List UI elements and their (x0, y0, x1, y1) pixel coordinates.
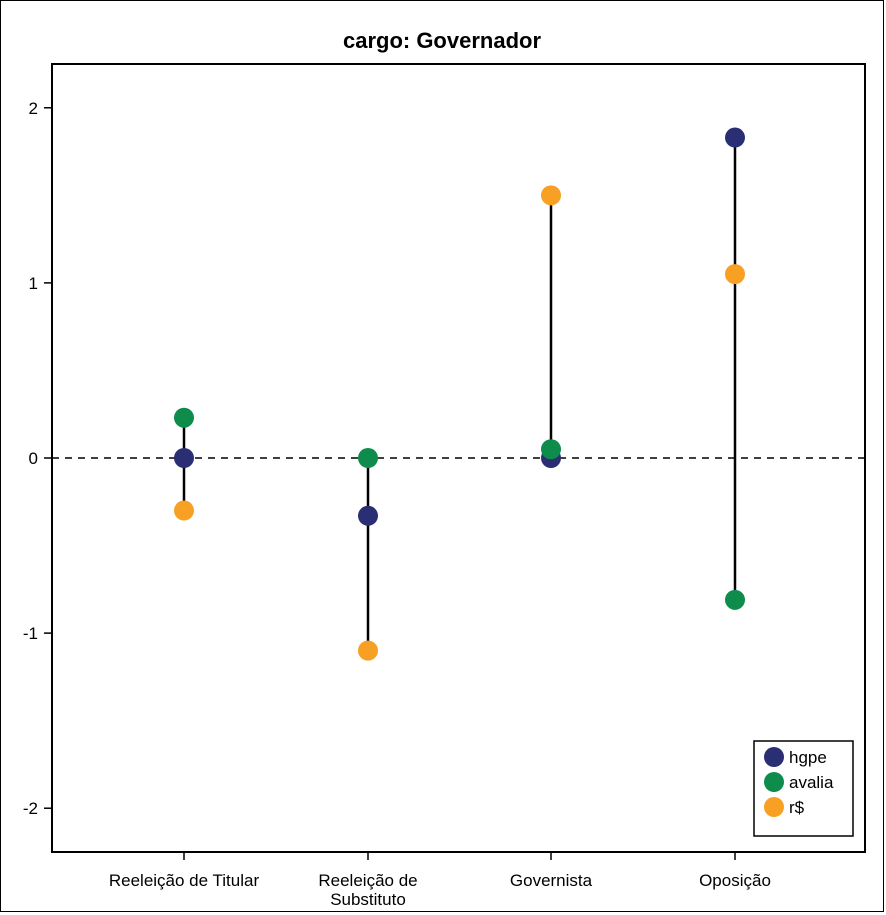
chart-title: cargo: Governador (343, 28, 541, 53)
range-lines (182, 137, 737, 651)
point-hgpe-3 (725, 127, 745, 148)
point-avalia-3 (725, 589, 745, 610)
y-tick-label: -1 (23, 624, 38, 643)
x-tick-label: Oposição (699, 871, 771, 890)
point-hgpe-1 (358, 505, 378, 526)
point-r-1 (358, 640, 378, 661)
point-r-0 (174, 500, 194, 521)
data-points (174, 127, 745, 661)
legend-label: hgpe (789, 748, 827, 767)
legend-marker-2 (764, 797, 784, 817)
y-tick-label: 2 (29, 99, 38, 118)
x-tick-label: Governista (510, 871, 593, 890)
y-tick-label: 1 (29, 274, 38, 293)
y-tick-label: 0 (29, 449, 38, 468)
x-axis: Reeleição de Titular Reeleição de Substitu… (109, 852, 771, 909)
legend-marker-1 (764, 772, 784, 792)
point-r-3 (725, 264, 745, 285)
y-axis: -2 -1 0 1 2 (23, 99, 52, 818)
point-avalia-1 (358, 448, 378, 468)
point-hgpe-0 (174, 448, 194, 468)
x-tick-label: Reeleição de Titular (109, 871, 260, 890)
point-avalia-2 (541, 439, 561, 460)
legend-label: r$ (789, 798, 805, 817)
y-tick-label: -2 (23, 799, 38, 818)
legend-items: hgpe avalia r$ (764, 747, 834, 817)
legend-marker-0 (764, 747, 784, 767)
legend-label: avalia (789, 773, 834, 792)
point-avalia-0 (174, 407, 194, 428)
x-tick-label: Reeleição de Substituto (318, 871, 417, 909)
legend: hgpe avalia r$ (753, 740, 854, 837)
point-r-2 (541, 185, 561, 206)
